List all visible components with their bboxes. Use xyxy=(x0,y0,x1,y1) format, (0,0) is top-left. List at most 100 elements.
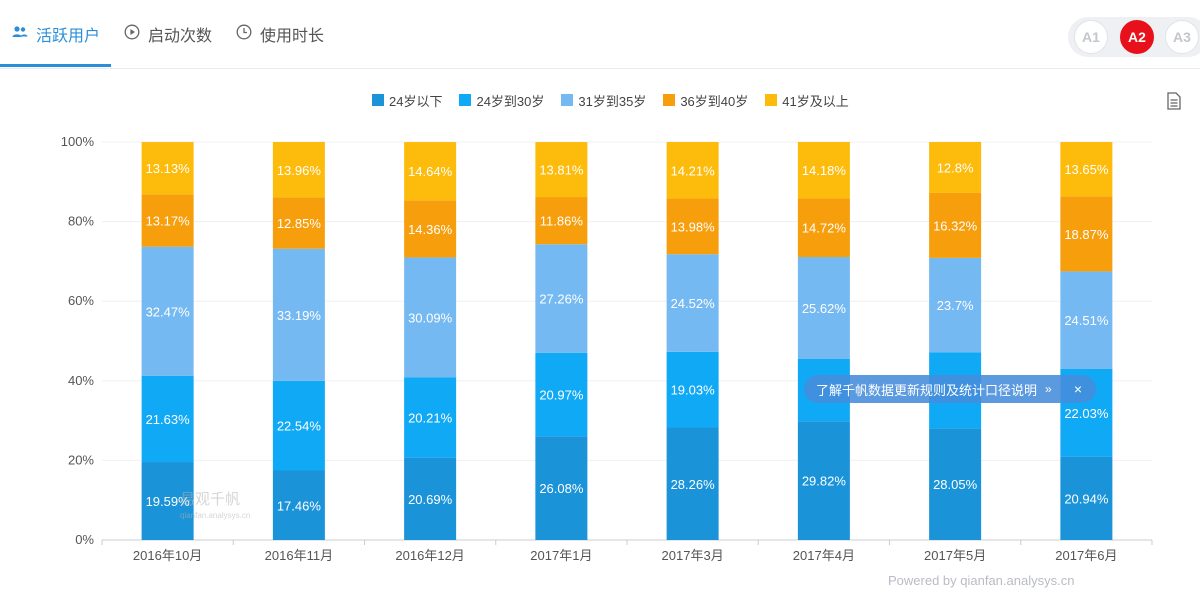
data-label: 32.47% xyxy=(146,304,191,319)
data-label: 13.17% xyxy=(146,214,191,229)
bar-segment xyxy=(666,254,719,352)
data-label: 14.21% xyxy=(671,163,716,178)
bar-segment xyxy=(666,198,719,255)
data-label: 19.03% xyxy=(671,383,716,398)
y-tick-label: 40% xyxy=(68,373,94,388)
info-banner: 了解千帆数据更新规则及统计口径说明 » × xyxy=(804,375,1096,403)
bar-segment xyxy=(929,192,982,258)
bar-segment xyxy=(404,377,457,458)
x-tick-label: 2017年6月 xyxy=(1055,548,1117,563)
y-tick-label: 80% xyxy=(68,214,94,229)
x-tick-label: 2017年4月 xyxy=(793,548,855,563)
x-tick-label: 2016年10月 xyxy=(133,548,202,563)
bar-segment xyxy=(797,142,850,199)
data-label: 21.63% xyxy=(146,412,191,427)
data-label: 28.05% xyxy=(933,477,978,492)
tab-bar: 活跃用户 启动次数 使用时长 xyxy=(0,0,1200,69)
bar-segment xyxy=(929,142,982,193)
y-tick-label: 0% xyxy=(75,532,94,547)
document-icon[interactable] xyxy=(1166,92,1186,112)
double-chevron-right-icon: » xyxy=(1045,382,1052,396)
bar-segment xyxy=(141,246,194,376)
data-label: 13.96% xyxy=(277,163,322,178)
bar-segment xyxy=(535,142,588,198)
bar-segment xyxy=(1060,456,1113,540)
bar-segment xyxy=(535,436,588,540)
data-label: 16.32% xyxy=(933,218,978,233)
tab-launch-count[interactable]: 启动次数 xyxy=(124,0,212,68)
bar-segment xyxy=(535,244,588,353)
data-label: 14.36% xyxy=(408,222,453,237)
data-label: 19.59% xyxy=(146,494,191,509)
tab-label: 启动次数 xyxy=(148,28,213,45)
x-tick-label: 2017年5月 xyxy=(924,548,986,563)
legend-swatch xyxy=(372,94,384,106)
data-label: 13.13% xyxy=(146,161,191,176)
data-label: 18.87% xyxy=(1064,227,1109,242)
data-label: 27.26% xyxy=(539,291,584,306)
powered-by: Powered by qianfan.analysys.cn xyxy=(888,573,1075,588)
tab-usage-duration[interactable]: 使用时长 xyxy=(236,0,324,68)
legend-swatch xyxy=(663,94,676,106)
bar-segment xyxy=(797,421,850,540)
legend-label: 41岁及以上 xyxy=(782,93,849,109)
legend-label: 24岁以下 xyxy=(389,93,443,109)
data-label: 14.72% xyxy=(802,221,847,236)
bar-segment xyxy=(1060,196,1113,272)
data-label: 30.09% xyxy=(408,310,453,325)
legend-swatch xyxy=(459,94,472,106)
data-label: 33.19% xyxy=(277,308,322,323)
data-label: 22.54% xyxy=(277,419,322,434)
bar-segment xyxy=(929,257,982,353)
x-tick-label: 2016年12月 xyxy=(395,548,464,563)
clock-icon xyxy=(236,24,252,45)
watermark-subtitle: qianfan.analysys.cn xyxy=(180,511,251,520)
legend-item-36-40[interactable]: 36岁到40岁 xyxy=(663,91,748,110)
data-label: 20.94% xyxy=(1064,491,1109,506)
data-label: 20.97% xyxy=(539,387,584,402)
legend-label: 31岁到35岁 xyxy=(578,93,647,109)
bar-segment xyxy=(666,427,719,540)
version-a3-button[interactable]: A3 xyxy=(1165,20,1199,54)
bar-segment xyxy=(141,194,194,247)
legend-swatch xyxy=(561,94,574,106)
legend-label: 24岁到30岁 xyxy=(476,93,545,109)
watermark: 易观千帆 qianfan.analysys.cn xyxy=(180,488,250,520)
data-label: 25.62% xyxy=(802,301,847,316)
legend-item-41-plus[interactable]: 41岁及以上 xyxy=(765,91,849,110)
data-label: 14.18% xyxy=(802,163,847,178)
legend-swatch xyxy=(765,94,778,106)
version-a1-button[interactable]: A1 xyxy=(1074,20,1108,54)
data-label: 29.82% xyxy=(802,474,847,489)
bar-segment xyxy=(535,352,588,437)
legend-label: 36岁到40岁 xyxy=(680,93,749,109)
data-label: 17.46% xyxy=(277,498,322,513)
bar-segment xyxy=(797,198,850,258)
x-tick-label: 2017年1月 xyxy=(530,548,592,563)
bar-segment xyxy=(666,351,719,428)
tab-active-users[interactable]: 活跃用户 xyxy=(12,0,100,68)
tab-label: 活跃用户 xyxy=(36,28,101,45)
data-label: 13.98% xyxy=(671,219,716,234)
bar-segment xyxy=(404,142,457,201)
bar-segment xyxy=(535,197,588,245)
data-label: 12.85% xyxy=(277,216,322,231)
bar-segment xyxy=(404,200,457,258)
bar-segment xyxy=(929,428,982,540)
legend-item-31-35[interactable]: 31岁到35岁 xyxy=(561,91,646,110)
active-tab-indicator xyxy=(0,64,111,67)
legend-item-24-30[interactable]: 24岁到30岁 xyxy=(459,91,544,110)
data-label: 11.86% xyxy=(540,214,584,229)
data-label: 20.21% xyxy=(408,410,453,425)
bar-segment xyxy=(272,142,325,198)
y-tick-label: 20% xyxy=(68,452,94,467)
close-icon[interactable]: × xyxy=(1073,381,1083,397)
info-banner-link[interactable]: 了解千帆数据更新规则及统计口径说明 xyxy=(816,382,1038,398)
data-label: 24.52% xyxy=(671,296,716,311)
legend-item-under-24[interactable]: 24岁以下 xyxy=(372,91,442,110)
data-label: 22.03% xyxy=(1064,406,1109,421)
bar-segment xyxy=(797,257,850,359)
version-a2-button[interactable]: A2 xyxy=(1120,20,1154,54)
data-label: 13.81% xyxy=(539,163,584,178)
